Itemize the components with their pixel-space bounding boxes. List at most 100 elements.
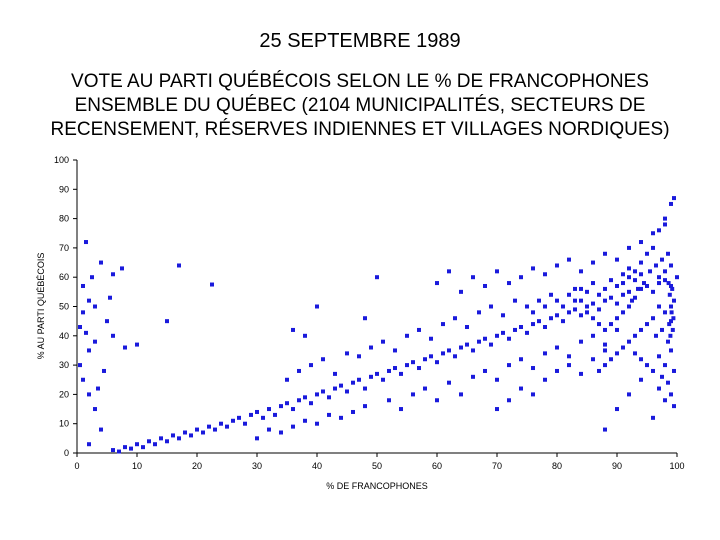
data-point	[663, 363, 667, 368]
y-tick-label: 50	[59, 302, 69, 312]
data-point	[405, 333, 409, 338]
data-point	[663, 216, 667, 221]
data-point	[621, 292, 625, 297]
data-point	[459, 392, 463, 397]
x-tick-label: 30	[252, 461, 262, 471]
y-axis-label: % AU PARTI QUÉBÉCOIS	[36, 253, 46, 360]
data-point	[672, 368, 676, 373]
data-point	[639, 357, 643, 362]
data-point	[543, 272, 547, 277]
data-point	[327, 412, 331, 417]
data-point	[669, 348, 673, 353]
chart-title-line-3: RECENSEMENT, RÉSERVES INDIENNES ET VILLA…	[50, 119, 670, 140]
data-point	[603, 342, 607, 347]
data-point	[87, 348, 91, 353]
data-point	[669, 392, 673, 397]
data-point	[105, 319, 109, 324]
data-point	[597, 322, 601, 327]
data-point	[375, 371, 379, 376]
data-point	[171, 433, 175, 438]
data-point	[537, 319, 541, 324]
data-point	[555, 298, 559, 303]
data-point	[567, 310, 571, 315]
data-point	[507, 336, 511, 341]
data-point	[591, 357, 595, 362]
data-point	[671, 316, 676, 321]
data-point	[495, 377, 499, 382]
data-point	[645, 251, 649, 256]
data-point	[393, 348, 397, 353]
data-point	[663, 269, 667, 274]
chart-axes: 0 10 20 30 40 50 60 70 80 90 100 0 10 20 30 40 50 60 70 80 9…	[54, 155, 685, 471]
data-point	[429, 354, 433, 359]
data-point	[663, 310, 667, 315]
data-point	[603, 363, 607, 368]
data-point	[597, 292, 601, 297]
data-point	[579, 339, 583, 344]
data-point	[513, 327, 517, 332]
data-point	[639, 240, 643, 245]
data-point	[651, 368, 655, 373]
data-point	[108, 295, 112, 300]
x-tick-label: 100	[669, 461, 684, 471]
data-point	[81, 283, 85, 288]
data-point	[609, 357, 613, 362]
data-point	[381, 339, 385, 344]
data-point	[285, 377, 289, 382]
data-point	[645, 283, 649, 288]
data-point	[363, 404, 367, 409]
data-point	[447, 269, 451, 274]
data-point	[543, 377, 547, 382]
data-point	[213, 427, 217, 432]
data-point	[471, 275, 475, 280]
data-point	[603, 327, 607, 332]
data-point	[465, 325, 469, 330]
data-point	[93, 407, 97, 412]
x-tick-label: 50	[372, 461, 382, 471]
data-point	[579, 269, 583, 274]
data-point	[459, 289, 463, 294]
data-point	[615, 257, 619, 262]
data-point	[285, 401, 289, 406]
data-point	[660, 257, 664, 262]
data-point	[123, 345, 127, 350]
data-point	[603, 251, 607, 256]
data-point	[621, 345, 625, 350]
data-point	[291, 424, 295, 429]
data-point	[633, 295, 637, 300]
data-point	[567, 292, 571, 297]
data-point	[669, 283, 673, 288]
data-point	[195, 427, 199, 432]
data-point	[435, 360, 439, 365]
data-point	[537, 298, 541, 303]
data-point	[117, 449, 121, 454]
data-point	[489, 342, 493, 347]
data-point	[670, 286, 675, 291]
data-point	[585, 304, 589, 309]
data-point	[111, 448, 115, 453]
data-point	[399, 407, 403, 412]
y-tick-label: 30	[59, 360, 69, 370]
data-point	[411, 360, 415, 365]
x-tick-label: 0	[74, 461, 79, 471]
data-point	[543, 325, 547, 330]
data-point	[405, 363, 409, 368]
data-point	[615, 407, 619, 412]
data-point	[633, 333, 637, 338]
data-point	[531, 392, 535, 397]
data-point	[333, 371, 337, 376]
data-point	[615, 351, 619, 356]
data-point	[93, 304, 97, 309]
data-point	[495, 269, 499, 274]
data-point	[153, 442, 157, 447]
data-point	[219, 421, 223, 426]
data-point	[465, 342, 469, 347]
data-point	[501, 313, 505, 318]
data-point	[639, 272, 643, 277]
data-point	[267, 407, 271, 412]
data-point	[654, 263, 658, 268]
data-point	[207, 424, 211, 429]
x-tick-label: 10	[132, 461, 142, 471]
y-tick-label: 0	[64, 448, 69, 458]
data-point	[672, 298, 676, 303]
